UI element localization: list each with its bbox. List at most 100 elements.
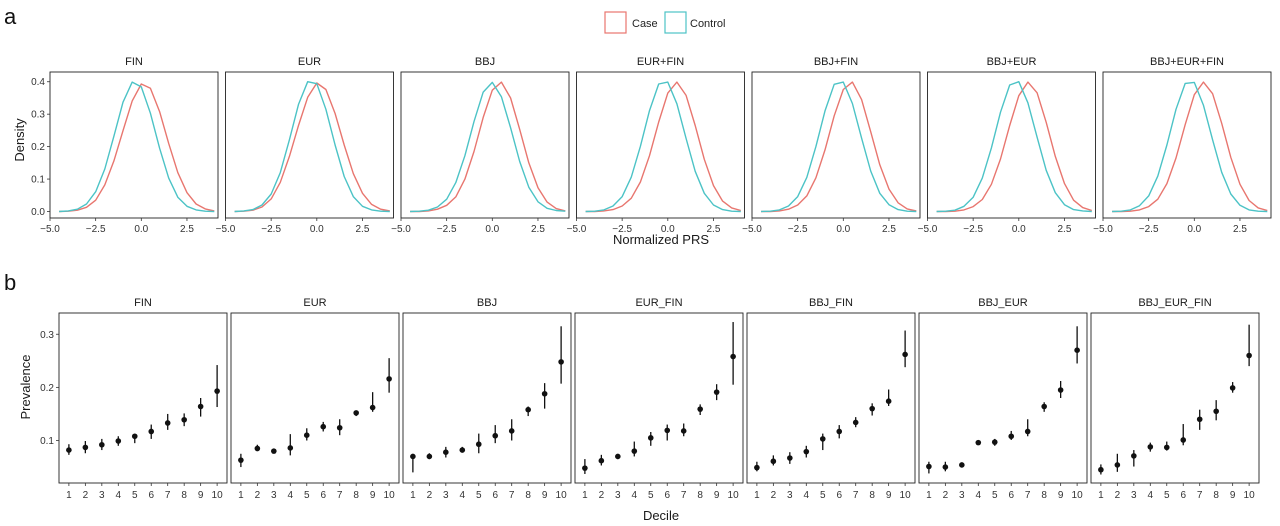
prevalence-facet-bbj-eur-fin: BBJ_EUR_FIN 1 2 3 4 5 6 7 8 9 10 <box>1090 297 1260 501</box>
point-decile-7 <box>336 424 343 431</box>
density-line-control <box>936 80 1092 213</box>
x-tick-label: 1 <box>410 490 416 501</box>
x-tick-label: −2.5 <box>1139 224 1159 235</box>
density-facet-bbj-eur-fin: BBJ+EUR+FIN −5.0 −2.5 0.0 2.5 <box>1093 56 1272 235</box>
point-decile-2 <box>598 457 605 464</box>
x-tick-label: −2.5 <box>612 224 632 235</box>
point-decile-4 <box>1147 444 1154 450</box>
prevalence-facet-fin: FIN 1 2 3 4 5 6 7 8 9 10 0.1 0.2 0.3 <box>40 297 228 501</box>
facet-frame <box>400 71 570 219</box>
x-tick-label: 3 <box>615 490 621 501</box>
density-line-control <box>234 80 390 213</box>
point-decile-1 <box>926 463 932 470</box>
legend: Case Control <box>604 11 725 34</box>
density-facet-bbj-eur: BBJ+EUR −5.0 −2.5 0.0 2.5 <box>918 56 1096 235</box>
x-tick-label: 9 <box>1058 490 1064 501</box>
x-tick-label: 2 <box>83 490 89 501</box>
panel-a-density-plots: FIN −5.0 −2.5 0.0 2.5 0.0 0.1 0.2 0.3 0.4 EUR −5.0 −… <box>31 56 1272 235</box>
x-tick-label: 1 <box>754 490 760 501</box>
x-tick-label: −5.0 <box>391 224 411 235</box>
x-tick-label: 7 <box>509 490 515 501</box>
x-tick-label: 4 <box>288 490 294 501</box>
prevalence-facet-eur-fin: EUR_FIN 1 2 3 4 5 6 7 8 9 10 <box>574 297 744 501</box>
x-tick-label: 2.5 <box>531 224 545 235</box>
point-decile-7 <box>1024 428 1031 435</box>
x-tick-label: −5.0 <box>567 224 587 235</box>
facet-title: EUR+FIN <box>637 56 684 68</box>
case-legend-label: Case <box>632 18 658 30</box>
point-decile-5 <box>1163 444 1170 451</box>
density-line-case <box>761 81 917 213</box>
density-line-case <box>234 82 390 213</box>
point-decile-7 <box>852 419 859 426</box>
x-tick-label: 10 <box>900 490 912 501</box>
x-tick-label: −5.0 <box>40 224 60 235</box>
point-decile-4 <box>803 448 810 455</box>
density-facet-eur-fin: EUR+FIN −5.0 −2.5 0.0 2.5 <box>567 56 745 235</box>
facet-title: BBJ+EUR+FIN <box>1150 56 1224 68</box>
panel-b-y-axis-title: Prevalence <box>18 354 33 419</box>
x-tick-label: 5 <box>648 490 654 501</box>
x-tick-label: 0.0 <box>836 224 850 235</box>
x-tick-label: 2.5 <box>356 224 370 235</box>
case-legend-key <box>604 11 627 34</box>
point-decile-6 <box>664 427 671 434</box>
point-decile-8 <box>1213 408 1219 415</box>
x-tick-label: 5 <box>820 490 826 501</box>
x-tick-label: 3 <box>959 490 965 501</box>
x-tick-label: 2.5 <box>1233 224 1247 235</box>
prevalence-facet-eur: EUR 1 2 3 4 5 6 7 8 9 10 <box>230 297 400 501</box>
density-line-control <box>1112 81 1268 213</box>
point-decile-1 <box>582 465 588 471</box>
y-tick-label: 0.3 <box>40 330 54 341</box>
density-line-control <box>59 81 215 213</box>
facet-frame <box>58 312 228 484</box>
x-tick-label: 2 <box>771 490 777 501</box>
x-tick-label: 3 <box>99 490 105 501</box>
point-decile-3 <box>1131 453 1137 459</box>
x-tick-label: 2 <box>255 490 261 501</box>
panel-a-label: a <box>4 4 17 29</box>
density-line-control <box>761 81 917 213</box>
point-decile-4 <box>631 448 638 454</box>
density-line-case <box>936 81 1093 213</box>
y-tick-label: 0.2 <box>31 142 45 153</box>
facet-frame <box>402 312 572 484</box>
x-tick-label: 8 <box>869 490 875 501</box>
point-decile-5 <box>819 436 826 442</box>
facet-title: EUR_FIN <box>635 297 682 309</box>
point-decile-2 <box>254 445 261 452</box>
y-tick-label: 0.1 <box>40 436 54 447</box>
point-decile-2 <box>942 464 949 470</box>
point-decile-6 <box>320 423 327 430</box>
x-tick-label: −5.0 <box>216 224 236 235</box>
facet-frame <box>576 71 745 219</box>
x-tick-label: 3 <box>787 490 793 501</box>
point-decile-7 <box>1196 416 1203 423</box>
point-decile-2 <box>426 453 433 460</box>
x-tick-label: 6 <box>1180 490 1186 501</box>
point-decile-8 <box>353 410 359 416</box>
panel-b-label: b <box>4 270 16 295</box>
x-tick-label: 2 <box>943 490 949 501</box>
x-tick-label: 3 <box>271 490 277 501</box>
density-line-case <box>410 81 566 213</box>
point-decile-10 <box>214 388 220 394</box>
x-tick-label: 8 <box>1213 490 1219 501</box>
point-decile-4 <box>287 445 294 451</box>
point-decile-7 <box>508 428 515 434</box>
x-tick-label: −2.5 <box>437 224 457 235</box>
control-legend-label: Control <box>690 18 725 30</box>
point-decile-7 <box>680 428 687 434</box>
x-tick-label: 4 <box>116 490 122 501</box>
x-tick-label: −5.0 <box>918 224 938 235</box>
point-decile-4 <box>115 438 122 444</box>
x-tick-label: 5 <box>476 490 482 501</box>
point-decile-2 <box>82 444 89 451</box>
point-decile-5 <box>647 435 654 441</box>
point-decile-2 <box>1114 462 1121 468</box>
point-decile-3 <box>787 455 793 461</box>
x-tick-label: 2.5 <box>1058 224 1072 235</box>
x-tick-label: 2 <box>1115 490 1121 501</box>
density-facet-bbj: BBJ −5.0 −2.5 0.0 2.5 <box>391 56 570 235</box>
